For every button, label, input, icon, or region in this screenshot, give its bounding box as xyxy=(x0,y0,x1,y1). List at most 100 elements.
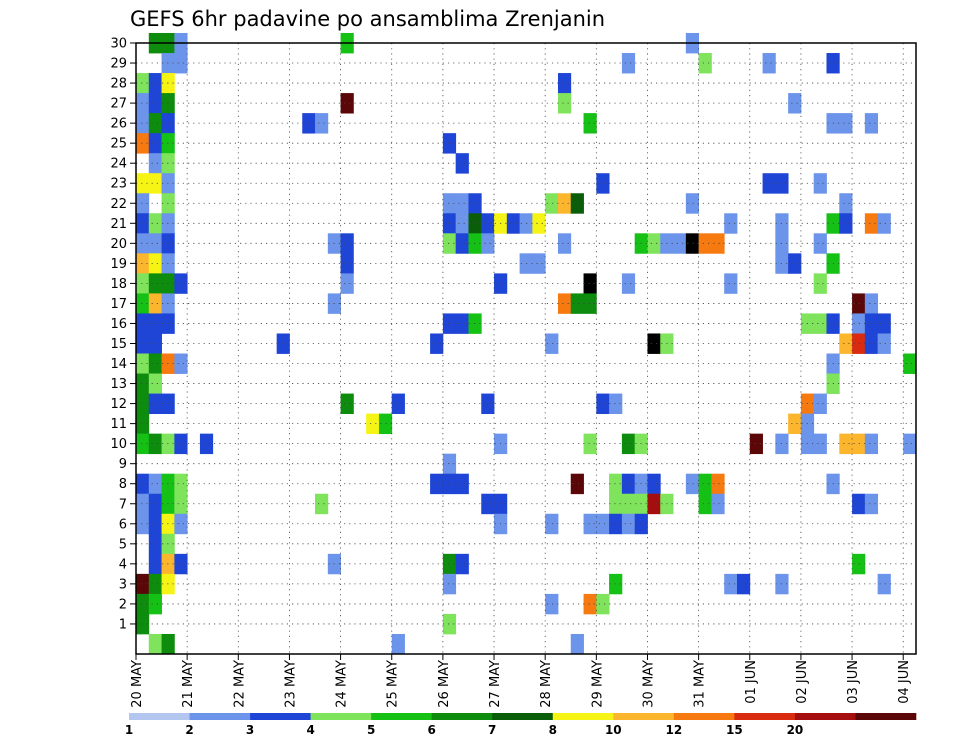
heatmap-cell xyxy=(788,93,802,114)
heatmap-cell xyxy=(148,553,162,575)
heatmap-cell xyxy=(813,313,827,334)
heatmap-cell xyxy=(136,593,150,615)
heatmap-cell xyxy=(545,513,559,535)
heatmap-cell xyxy=(557,93,572,114)
x-tick-label: 30 MAY xyxy=(641,660,656,708)
y-tick-label: 26 xyxy=(110,117,127,132)
y-tick-label: 25 xyxy=(110,137,127,152)
heatmap-cell xyxy=(136,393,150,414)
colorbar-swatch xyxy=(552,713,614,720)
heatmap-cell xyxy=(596,393,610,414)
heatmap-cell xyxy=(136,93,150,114)
y-tick-label: 20 xyxy=(110,237,127,252)
y-tick-label: 2 xyxy=(119,597,127,612)
heatmap-cell xyxy=(302,113,316,134)
heatmap-cell xyxy=(481,213,495,234)
heatmap-cell xyxy=(852,553,866,575)
heatmap-cell xyxy=(724,213,738,234)
heatmap-cell xyxy=(557,233,572,254)
heatmap-cell xyxy=(148,333,162,354)
heatmap-cell xyxy=(839,193,853,214)
heatmap-cell xyxy=(442,573,457,595)
heatmap-cell xyxy=(161,633,175,655)
y-tick-label: 3 xyxy=(119,577,127,592)
heatmap-cell xyxy=(199,433,214,455)
y-tick-label: 6 xyxy=(119,517,127,532)
heatmap-cell xyxy=(609,573,623,595)
heatmap-cell xyxy=(596,593,610,615)
y-tick-label: 17 xyxy=(110,297,127,312)
heatmap-cell xyxy=(136,493,150,515)
colorbar-swatch xyxy=(492,713,554,720)
chart-title: GEFS 6hr padavine po ansamblima Zrenjani… xyxy=(130,7,605,31)
heatmap-cell xyxy=(557,193,572,214)
heatmap-cell xyxy=(711,233,725,254)
heatmap-cell xyxy=(583,433,597,455)
heatmap-cell xyxy=(430,473,444,495)
heatmap-cell xyxy=(148,633,162,655)
x-tick-label: 20 MAY xyxy=(130,660,145,708)
y-tick-label: 28 xyxy=(110,77,127,92)
heatmap-cell xyxy=(698,53,712,74)
heatmap-cell xyxy=(647,473,661,495)
heatmap-cell xyxy=(174,473,188,495)
heatmap-cell xyxy=(621,433,636,455)
colorbar-label: 4 xyxy=(306,723,314,737)
grid-lines xyxy=(135,42,916,654)
heatmap-cell xyxy=(813,233,827,254)
heatmap-cell xyxy=(136,133,150,154)
heatmap-cell xyxy=(532,213,546,234)
heatmap-cell xyxy=(136,73,150,94)
heatmap-cell xyxy=(724,573,738,595)
y-tick-label: 21 xyxy=(110,217,127,232)
heatmap-cell xyxy=(391,393,405,414)
heatmap-cell xyxy=(442,313,457,334)
heatmap-cell xyxy=(136,573,150,595)
heatmap-cell xyxy=(442,133,457,154)
heatmap-cell xyxy=(762,53,776,74)
x-tick-label: 26 MAY xyxy=(437,660,452,708)
x-tick-label: 24 MAY xyxy=(335,660,350,708)
heatmap-cell xyxy=(596,173,610,194)
heatmap-cell xyxy=(455,213,469,234)
heatmap-cell xyxy=(481,233,495,254)
heatmap-cell xyxy=(340,393,354,414)
heatmap-cell xyxy=(711,473,725,495)
heatmap-cell xyxy=(609,513,623,535)
heatmap-cell xyxy=(852,293,866,314)
colorbar-label: 8 xyxy=(549,723,557,737)
colorbar-swatch xyxy=(673,713,735,720)
colorbar-label: 5 xyxy=(367,723,375,737)
heatmap-cell xyxy=(532,253,546,274)
colorbar-swatch xyxy=(310,713,372,720)
heatmap-cell xyxy=(136,253,150,274)
heatmap-cell xyxy=(340,273,354,294)
heatmap-cell xyxy=(839,213,853,234)
heatmap-cell xyxy=(788,253,802,274)
heatmap-cell xyxy=(148,73,162,94)
heatmap-cell xyxy=(736,573,751,595)
heatmap-cell xyxy=(442,213,457,234)
heatmap-cell xyxy=(174,53,188,74)
heatmap-cell xyxy=(877,333,891,354)
heatmap-cell xyxy=(864,433,879,455)
heatmap-cell xyxy=(148,373,162,394)
y-tick-label: 24 xyxy=(110,157,127,172)
heatmap-cell xyxy=(174,513,188,535)
heatmap-cell xyxy=(276,333,290,354)
heatmap-cell xyxy=(148,213,162,234)
heatmap-cell xyxy=(442,193,457,214)
heatmap-cell xyxy=(545,593,559,615)
colorbar-swatch xyxy=(734,713,796,720)
heatmap-cell xyxy=(148,253,162,274)
heatmap-cell xyxy=(852,433,866,455)
heatmap-cell xyxy=(762,173,776,194)
heatmap-cell xyxy=(174,353,188,374)
heatmap-cell xyxy=(148,513,162,535)
heatmap-cell xyxy=(391,633,405,655)
heatmap-cell xyxy=(455,473,469,495)
heatmap-cell xyxy=(839,433,853,455)
colorbar-swatch xyxy=(431,713,493,720)
colorbar-label: 2 xyxy=(185,723,193,737)
